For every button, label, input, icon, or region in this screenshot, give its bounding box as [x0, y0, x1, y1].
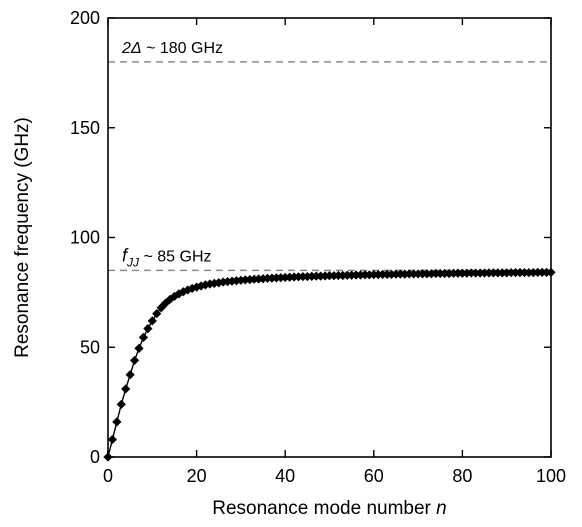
data-point: [214, 278, 224, 288]
data-point: [254, 274, 264, 284]
data-point: [143, 323, 153, 334]
data-point: [338, 270, 348, 281]
x-tick-label: 60: [364, 466, 384, 486]
x-tick-label: 100: [536, 466, 566, 486]
data-point: [138, 332, 149, 342]
data-point: [502, 268, 512, 278]
reference-label: fJJ ~ 85 GHz: [122, 245, 212, 269]
data-point: [196, 281, 206, 291]
reference-label: 2Δ ~ 180 GHz: [121, 40, 223, 57]
data-point: [147, 316, 157, 326]
x-tick-label: 0: [103, 466, 113, 486]
data-point: [413, 269, 423, 279]
data-point: [262, 273, 273, 283]
data-point: [121, 384, 131, 394]
data-point: [267, 273, 277, 283]
data-point: [386, 269, 397, 279]
data-point: [293, 272, 304, 282]
y-tick-label: 0: [90, 447, 100, 467]
data-point: [116, 399, 126, 409]
data-point: [134, 343, 144, 353]
data-point: [426, 269, 436, 279]
data-point: [129, 355, 140, 366]
data-point: [444, 268, 454, 279]
data-point: [152, 309, 162, 319]
x-tick-label: 80: [452, 466, 472, 486]
data-point: [347, 270, 357, 280]
plot-frame: [107, 17, 552, 458]
data-point: [302, 271, 312, 282]
data-point: [245, 275, 255, 285]
y-tick-label: 100: [70, 228, 100, 248]
y-tick-label: 150: [70, 118, 100, 138]
y-tick-label: 200: [70, 8, 100, 28]
y-tick-label: 50: [80, 337, 100, 357]
data-point: [479, 268, 490, 278]
data-point: [280, 272, 290, 283]
data-point: [125, 370, 135, 380]
data-point: [183, 285, 193, 295]
data-point: [276, 273, 286, 283]
data-point: [187, 283, 197, 294]
x-tick-label: 40: [275, 466, 295, 486]
data-point: [240, 275, 250, 285]
data-point: [107, 434, 118, 445]
x-axis-label: Resonance mode number n: [212, 498, 447, 519]
data-point: [112, 417, 122, 427]
data-point: [218, 277, 228, 287]
x-tick-label: 20: [187, 466, 207, 486]
y-axis-label: Resonance frequency (GHz): [12, 117, 33, 358]
data-point: [227, 276, 237, 286]
